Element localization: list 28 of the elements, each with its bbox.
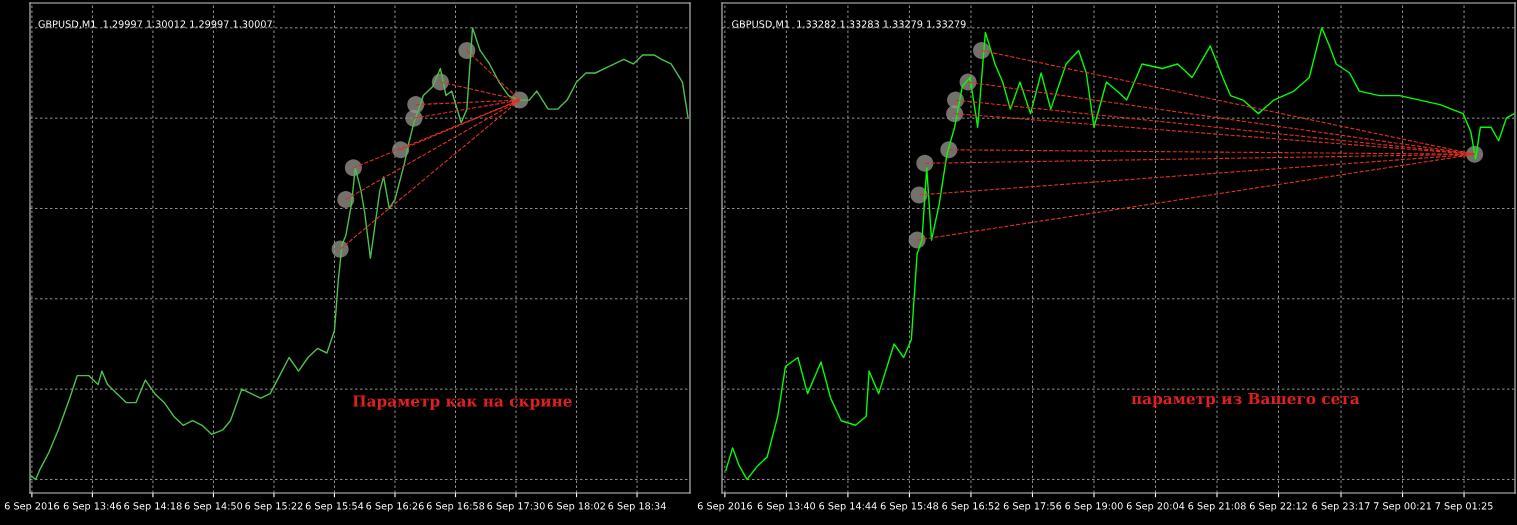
- x-tick-label: 6 Sep 14:18: [124, 502, 182, 512]
- chart-title: GBPUSD,M1 1.29997 1.30012 1.29997 1.30007: [38, 20, 272, 29]
- x-tick-label: 6 Sep 13:40: [757, 502, 816, 512]
- x-tick-label: 6 Sep 16:52: [942, 502, 1000, 512]
- annotation: Параметр как на скрине: [352, 395, 572, 410]
- x-tick-label: 6 Sep 2016: [4, 502, 59, 512]
- x-tick-label: 6 Sep 20:04: [1126, 502, 1185, 512]
- x-tick-label: 6 Sep 16:26: [366, 502, 424, 512]
- x-tick-label: 6 Sep 16:58: [426, 502, 485, 512]
- x-tick-label: 6 Sep 17:56: [1003, 502, 1062, 512]
- x-tick-label: 6 Sep 19:00: [1065, 502, 1123, 512]
- x-tick-label: 6 Sep 15:22: [245, 502, 303, 512]
- annotation: параметр из Вашего сета: [1131, 392, 1360, 408]
- x-tick-label: 6 Sep 14:44: [819, 502, 877, 512]
- x-tick-label: 7 Sep 01:25: [1435, 502, 1493, 512]
- chart-title: GBPUSD,M1 1.33282 1.33283 1.33279 1.33279: [732, 20, 966, 29]
- x-tick-label: 6 Sep 23:17: [1312, 502, 1370, 512]
- x-tick-label: 6 Sep 17:30: [487, 502, 545, 512]
- x-tick-label: 6 Sep 15:48: [880, 502, 939, 512]
- x-tick-label: 7 Sep 00:21: [1373, 502, 1431, 512]
- x-tick-label: 6 Sep 21:08: [1188, 502, 1246, 512]
- x-tick-label: 6 Sep 13:46: [63, 502, 122, 512]
- x-tick-label: 6 Sep 18:02: [547, 502, 605, 512]
- x-tick-label: 6 Sep 18:34: [608, 502, 666, 512]
- x-tick-label: 6 Sep 14:50: [184, 502, 243, 512]
- x-tick-label: 6 Sep 2016: [697, 502, 752, 512]
- x-tick-label: 6 Sep 15:54: [305, 502, 364, 512]
- x-tick-label: 6 Sep 22:12: [1249, 502, 1307, 512]
